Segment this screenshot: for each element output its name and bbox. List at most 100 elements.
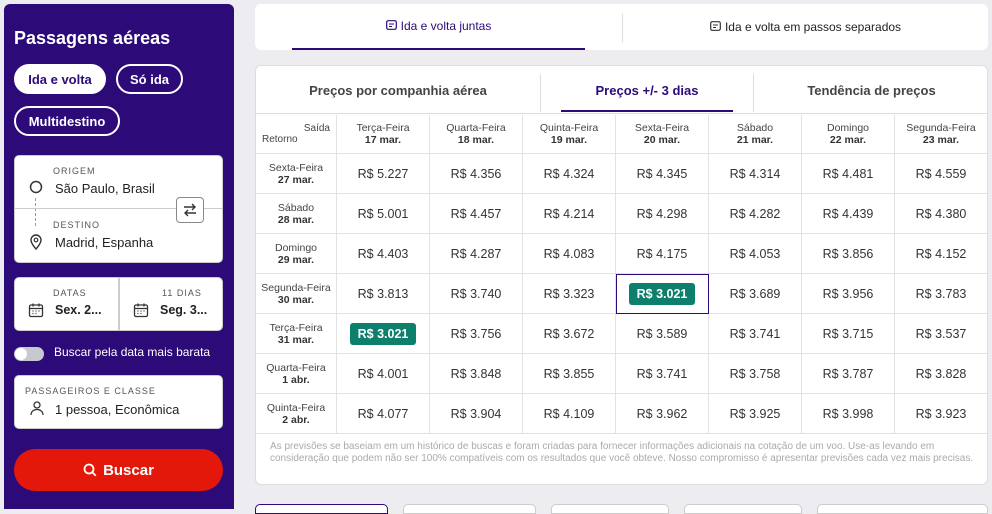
location-pin-icon xyxy=(29,234,43,250)
price-cell[interactable]: R$ 4.298 xyxy=(616,194,709,234)
dates-label: DATAS xyxy=(53,288,87,298)
price-cell[interactable]: R$ 3.689 xyxy=(709,274,802,314)
price-cell[interactable]: R$ 4.356 xyxy=(430,154,523,194)
price-cell[interactable]: R$ 4.282 xyxy=(709,194,802,234)
price-cell[interactable]: R$ 3.715 xyxy=(802,314,895,354)
price-cell[interactable]: R$ 4.083 xyxy=(523,234,616,274)
row-date: 2 abr. xyxy=(282,413,310,426)
column-date: 23 mar. xyxy=(922,134,960,146)
price-cell[interactable]: R$ 3.828 xyxy=(895,354,987,394)
trip-type-multi[interactable]: Multidestino xyxy=(14,106,120,136)
sidebar-title: Passagens aéreas xyxy=(14,28,171,48)
price-cell[interactable]: R$ 3.925 xyxy=(709,394,802,434)
column-day: Segunda-Feira xyxy=(906,122,976,134)
price-cell[interactable]: R$ 4.175 xyxy=(616,234,709,274)
date-from-value: Sex. 2... xyxy=(55,303,102,317)
tab-round-trip-together[interactable]: Ida e volta juntas xyxy=(292,4,585,50)
price-value: R$ 3.323 xyxy=(543,286,595,301)
origin-label: ORIGEM xyxy=(53,166,96,176)
price-cell[interactable]: R$ 4.345 xyxy=(616,154,709,194)
origin-field[interactable]: São Paulo, Brasil xyxy=(55,181,155,196)
price-value: R$ 4.053 xyxy=(729,246,781,261)
price-cell[interactable]: R$ 3.923 xyxy=(895,394,987,434)
row-header: Quarta-Feira 1 abr. xyxy=(256,354,337,394)
tab-prices-by-airline[interactable]: Preços por companhia aérea xyxy=(309,82,487,98)
price-cell[interactable]: R$ 3.741 xyxy=(709,314,802,354)
price-cell[interactable]: R$ 3.962 xyxy=(616,394,709,434)
price-value: R$ 3.672 xyxy=(543,326,595,341)
price-cell[interactable]: R$ 3.787 xyxy=(802,354,895,394)
price-cell[interactable]: R$ 3.998 xyxy=(802,394,895,434)
price-cell[interactable]: R$ 3.783 xyxy=(895,274,987,314)
departure-axis-label: Saída xyxy=(303,123,330,134)
price-cell[interactable]: R$ 3.021 xyxy=(616,274,709,314)
search-sidebar: Passagens aéreas Ida e volta Só ida Mult… xyxy=(4,4,234,509)
price-cell[interactable]: R$ 3.756 xyxy=(430,314,523,354)
price-cell[interactable]: R$ 3.740 xyxy=(430,274,523,314)
price-cell[interactable]: R$ 4.001 xyxy=(337,354,430,394)
price-value: R$ 3.741 xyxy=(729,326,781,341)
price-cell[interactable]: R$ 4.053 xyxy=(709,234,802,274)
price-value: R$ 4.403 xyxy=(357,246,409,261)
search-button[interactable]: Buscar xyxy=(14,449,223,491)
tab-prices-3-days[interactable]: Preços +/- 3 dias xyxy=(541,66,753,114)
price-cell[interactable]: R$ 4.380 xyxy=(895,194,987,234)
tab-round-trip-separate[interactable]: Ida e volta em passos separados xyxy=(623,4,988,50)
best-price-badge: R$ 3.021 xyxy=(349,322,417,345)
price-cell[interactable]: R$ 3.855 xyxy=(523,354,616,394)
price-cell[interactable]: R$ 4.324 xyxy=(523,154,616,194)
column-header: Domingo 22 mar. xyxy=(802,115,895,154)
price-value: R$ 4.282 xyxy=(729,206,781,221)
price-value: R$ 3.537 xyxy=(915,326,967,341)
passengers-value: 1 pessoa, Econômica xyxy=(55,402,180,417)
price-cell[interactable]: R$ 3.021 xyxy=(337,314,430,354)
price-value: R$ 4.345 xyxy=(636,166,688,181)
price-cell[interactable]: R$ 4.109 xyxy=(523,394,616,434)
swap-icon[interactable] xyxy=(176,197,204,223)
price-cell[interactable]: R$ 3.672 xyxy=(523,314,616,354)
date-to-field[interactable]: 11 DIAS Seg. 3... xyxy=(119,277,223,331)
price-cell[interactable]: R$ 4.559 xyxy=(895,154,987,194)
price-cell[interactable]: R$ 3.323 xyxy=(523,274,616,314)
price-value: R$ 4.077 xyxy=(357,406,409,421)
price-cell[interactable]: R$ 3.741 xyxy=(616,354,709,394)
trip-type-oneway[interactable]: Só ida xyxy=(116,64,183,94)
row-day: Sexta-Feira xyxy=(268,161,324,174)
price-cell[interactable]: R$ 3.856 xyxy=(802,234,895,274)
row-date: 27 mar. xyxy=(277,173,315,186)
column-day: Sábado xyxy=(736,122,774,134)
price-cell[interactable]: R$ 4.077 xyxy=(337,394,430,434)
price-cell[interactable]: R$ 4.287 xyxy=(430,234,523,274)
price-cell[interactable]: R$ 4.214 xyxy=(523,194,616,234)
ticket-icon xyxy=(385,19,397,33)
price-cell[interactable]: R$ 3.813 xyxy=(337,274,430,314)
date-from-field[interactable]: DATAS Sex. 2... xyxy=(14,277,119,331)
tab-price-trend[interactable]: Tendência de preços xyxy=(807,82,936,98)
price-cell[interactable]: R$ 4.457 xyxy=(430,194,523,234)
price-cell[interactable]: R$ 3.904 xyxy=(430,394,523,434)
destination-field[interactable]: Madrid, Espanha xyxy=(55,235,154,250)
price-cell[interactable]: R$ 4.481 xyxy=(802,154,895,194)
price-cell[interactable]: R$ 4.403 xyxy=(337,234,430,274)
calendar-icon xyxy=(27,301,45,319)
price-value: R$ 3.787 xyxy=(822,366,874,381)
trip-type-round[interactable]: Ida e volta xyxy=(14,64,106,94)
price-cell[interactable]: R$ 5.227 xyxy=(337,154,430,194)
passengers-field[interactable]: PASSAGEIROS E CLASSE 1 pessoa, Econômica xyxy=(14,375,223,429)
column-header: Sexta-Feira 20 mar. xyxy=(616,115,709,154)
price-cell[interactable]: R$ 4.439 xyxy=(802,194,895,234)
price-cell[interactable]: R$ 3.537 xyxy=(895,314,987,354)
cheapest-date-toggle[interactable] xyxy=(14,347,44,361)
price-cell[interactable]: R$ 5.001 xyxy=(337,194,430,234)
price-cell[interactable]: R$ 3.956 xyxy=(802,274,895,314)
price-cell[interactable]: R$ 4.152 xyxy=(895,234,987,274)
price-cell[interactable]: R$ 3.848 xyxy=(430,354,523,394)
price-cell[interactable]: R$ 3.758 xyxy=(709,354,802,394)
price-value: R$ 3.589 xyxy=(636,326,688,341)
row-date: 29 mar. xyxy=(277,253,315,266)
price-value: R$ 4.001 xyxy=(357,366,409,381)
price-cell[interactable]: R$ 3.589 xyxy=(616,314,709,354)
price-value: R$ 3.962 xyxy=(636,406,688,421)
price-cell[interactable]: R$ 4.314 xyxy=(709,154,802,194)
price-value: R$ 3.856 xyxy=(822,246,874,261)
